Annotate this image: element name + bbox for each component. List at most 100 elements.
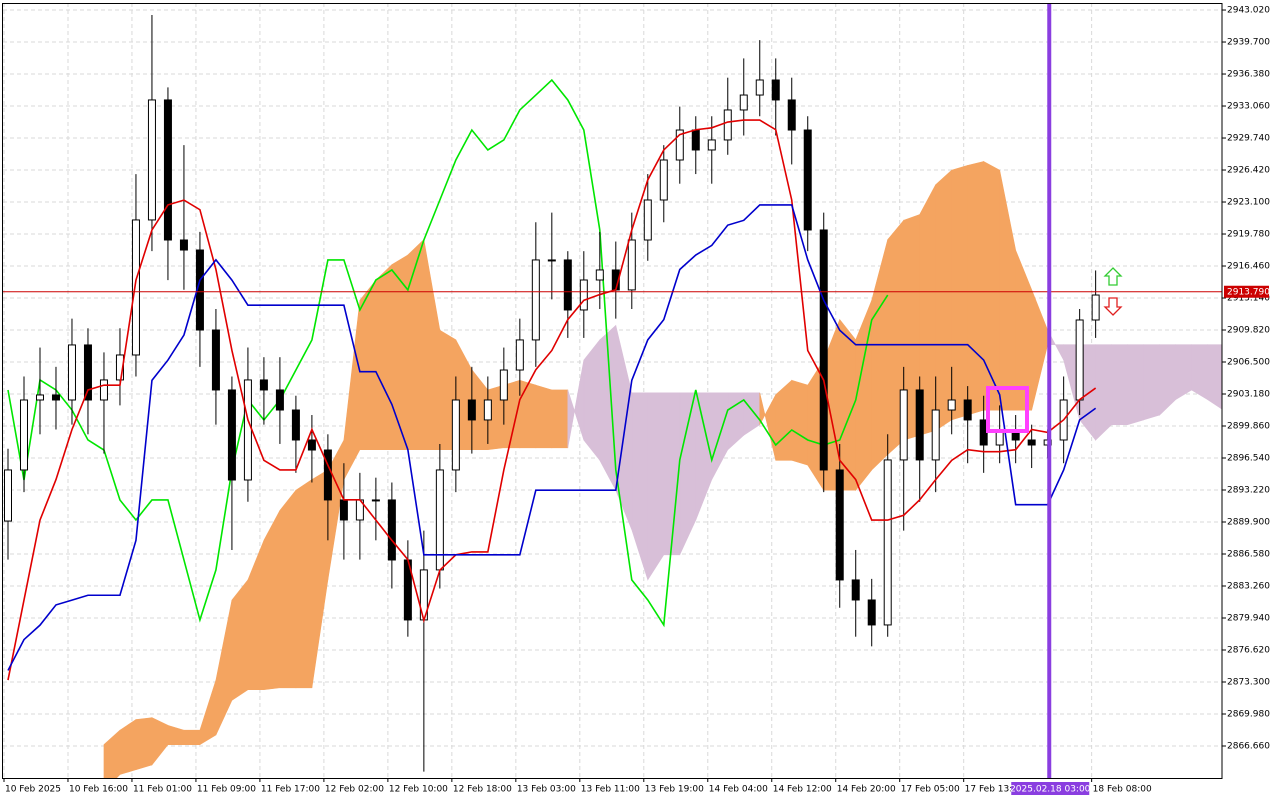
- candle-body: [131, 219, 140, 356]
- cloud-segment: [663, 392, 681, 556]
- indicator-line: [7, 78, 889, 628]
- candle-body: [147, 99, 156, 221]
- candle-body: [643, 199, 652, 241]
- candle-body: [707, 139, 716, 151]
- y-tick-label: 2876.620: [1227, 646, 1270, 656]
- x-tick-label: 17 Feb 05:00: [901, 785, 960, 795]
- candle-body: [163, 99, 172, 241]
- cloud-segment: [983, 161, 1000, 411]
- y-tick-label: 2939.700: [1227, 38, 1270, 48]
- cloud-segment: [263, 510, 281, 691]
- cloud-segment: [295, 479, 313, 689]
- x-tick-label: 13 Feb 19:00: [645, 785, 704, 795]
- candle-body: [67, 344, 76, 401]
- cloud-segment: [183, 729, 201, 745]
- cloud-segment: [1127, 344, 1144, 426]
- cloud-segment: [791, 379, 809, 466]
- candle-body: [771, 79, 780, 101]
- y-tick-label: 2913.140: [1227, 294, 1270, 304]
- cloud-segment: [951, 164, 968, 421]
- candle-body: [835, 469, 844, 581]
- cloud-segment: [1175, 344, 1192, 401]
- candle-body: [755, 79, 764, 96]
- price-label-box: [1224, 285, 1269, 298]
- x-tick-label: 10 Feb 2025: [5, 785, 61, 795]
- x-tick-label: 12 Feb 18:00: [453, 785, 512, 795]
- candle-body: [579, 279, 588, 311]
- y-tick-label: 2883.260: [1227, 582, 1270, 592]
- cloud-segment: [647, 392, 665, 581]
- candle-body: [179, 239, 188, 251]
- candle-body: [291, 409, 300, 441]
- candle-body: [323, 449, 332, 501]
- cloud-segment: [375, 263, 393, 451]
- x-tick-label: 14 Feb 12:00: [773, 785, 832, 795]
- x-tick-label: 14 Feb 04:00: [709, 785, 768, 795]
- x-tick-label: 11 Feb 09:00: [197, 785, 256, 795]
- candle-body: [3, 469, 12, 522]
- candle-body: [467, 399, 476, 421]
- y-tick-label: 2886.580: [1227, 550, 1270, 560]
- candle-body: [803, 129, 812, 231]
- candle-body: [595, 269, 604, 281]
- x-tick-label: 18 Feb 08:00: [1093, 785, 1152, 795]
- x-tick-label: 12 Feb 02:00: [325, 785, 384, 795]
- x-tick-label: 10 Feb 16:00: [69, 785, 128, 795]
- y-tick-label: 2866.660: [1227, 742, 1270, 752]
- y-tick-label: 2933.060: [1227, 102, 1270, 112]
- cloud-segment: [551, 389, 569, 449]
- candle-body: [275, 389, 284, 411]
- cloud-segment: [583, 338, 601, 462]
- candle-body: [563, 259, 572, 311]
- axes: 2943.020 2939.700 2936.380 2933.060 2929.740…: [3, 6, 1270, 795]
- candle-body: [723, 109, 732, 141]
- candle-body: [627, 239, 636, 291]
- y-tick-label: 2929.740: [1227, 134, 1270, 144]
- candle-body: [963, 399, 972, 421]
- y-tick-label: 2873.300: [1227, 678, 1270, 688]
- x-tick-label: 13 Feb 11:00: [581, 785, 640, 795]
- cloud-segment: [1143, 344, 1160, 421]
- candle-body: [515, 339, 524, 371]
- x-tick-label: 13 Feb 03:00: [517, 785, 576, 795]
- candle-body: [1075, 319, 1084, 401]
- candle-body: [483, 399, 492, 421]
- candle-body: [947, 399, 956, 411]
- candle-body: [931, 409, 940, 461]
- y-tick-label: 2919.780: [1227, 230, 1270, 240]
- candle-body: [259, 379, 268, 391]
- cloud-segment: [135, 717, 153, 771]
- y-tick-label: 2879.940: [1227, 614, 1270, 624]
- x-tick-label: 11 Feb 17:00: [261, 785, 320, 795]
- time-marker-label: 2025.02.18 03:00: [1010, 785, 1091, 795]
- candle-body: [371, 499, 380, 502]
- indicator-line: [7, 204, 1097, 671]
- up-arrow: [1103, 267, 1123, 286]
- x-tick-label: 11 Feb 01:00: [133, 785, 192, 795]
- y-tick-label: 2916.460: [1227, 262, 1270, 272]
- candle-body: [531, 259, 540, 341]
- cloud-segment: [935, 169, 952, 432]
- candle-body: [387, 499, 396, 561]
- candle-body: [83, 344, 92, 401]
- cloud-segment: [231, 578, 249, 701]
- y-tick-label: 2926.420: [1227, 166, 1270, 176]
- candle-body: [899, 389, 908, 461]
- candle-body: [451, 399, 460, 471]
- plot-area: [3, 3, 1222, 778]
- time-marker-label-box: [1011, 782, 1090, 795]
- x-tick-label: 12 Feb 10:00: [389, 785, 448, 795]
- y-tick-label: 2903.180: [1227, 390, 1270, 400]
- down-arrow: [1103, 297, 1123, 316]
- x-tick-label: 17 Feb 13:00: [965, 785, 1024, 795]
- candle-body: [883, 459, 892, 626]
- candle-body: [867, 599, 876, 626]
- candle-body: [1027, 439, 1036, 446]
- indicator-line: [7, 119, 1097, 681]
- candle-body: [787, 99, 796, 131]
- cloud-segment: [1207, 344, 1222, 410]
- cloud-segment: [391, 254, 409, 451]
- candle-body: [819, 229, 828, 471]
- candle-body: [99, 379, 108, 401]
